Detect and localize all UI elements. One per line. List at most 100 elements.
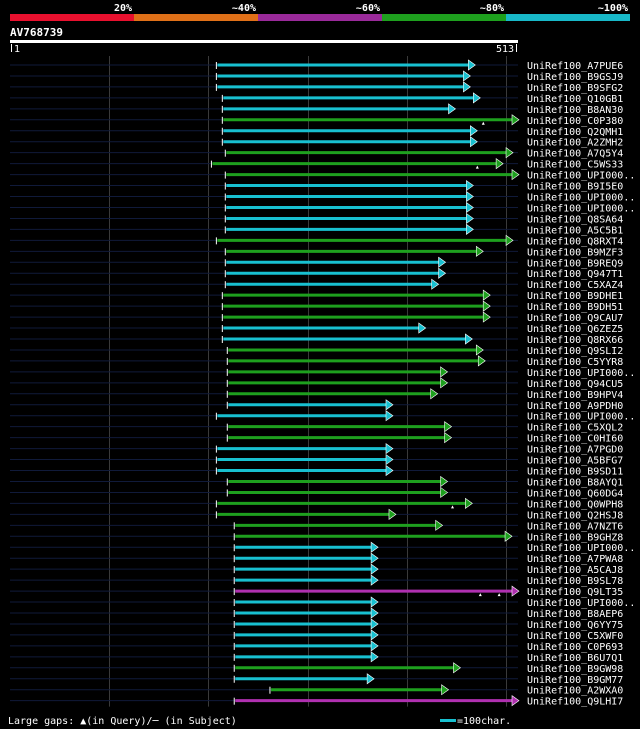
hit-label[interactable]: UniRef100_B9DH51: [527, 302, 623, 313]
hit-row[interactable]: UniRef100_Q94CU5: [10, 377, 623, 390]
hit-row[interactable]: UniRef100_A7PGD0: [10, 443, 623, 456]
hit-label[interactable]: UniRef100_A7PGD0: [527, 445, 623, 456]
hit-label[interactable]: UniRef100_B9GM77: [527, 675, 623, 686]
hit-label[interactable]: UniRef100_C5XWF0: [527, 631, 623, 642]
hit-row[interactable]: UniRef100_Q10GB1: [10, 92, 623, 105]
hit-row[interactable]: UniRef100_B8AN30: [10, 103, 623, 116]
hit-label[interactable]: UniRef100_UPI000..: [527, 193, 635, 204]
hit-label[interactable]: UniRef100_A2WXA0: [527, 686, 623, 697]
hit-row[interactable]: UniRef100_A7PWA8: [10, 552, 623, 565]
hit-row[interactable]: UniRef100_Q8RX66: [10, 333, 623, 346]
hit-row[interactable]: UniRef100_B9DH51: [10, 300, 623, 313]
hit-label[interactable]: UniRef100_Q9SLI2: [527, 346, 623, 357]
hit-row[interactable]: UniRef100_A7NZT6: [10, 519, 623, 532]
hit-row[interactable]: UniRef100_Q9LT35: [10, 585, 623, 598]
hit-row[interactable]: UniRef100_A5CAJ8: [10, 563, 623, 576]
hit-label[interactable]: UniRef100_A7PUE6: [527, 61, 623, 72]
hit-label[interactable]: UniRef100_A7PWA8: [527, 554, 623, 565]
hit-row[interactable]: UniRef100_B9SL78: [10, 574, 623, 587]
hit-label[interactable]: UniRef100_A5BFG7: [527, 456, 623, 467]
hit-row[interactable]: UniRef100_UPI000..: [10, 596, 635, 609]
hit-row[interactable]: UniRef100_UPI000..: [10, 366, 635, 379]
hit-row[interactable]: UniRef100_Q8SA64: [10, 212, 623, 225]
hit-row[interactable]: UniRef100_C5XQL2: [10, 421, 623, 434]
hit-label[interactable]: UniRef100_B9GHZ8: [527, 532, 623, 543]
hit-label[interactable]: UniRef100_B8AEP6: [527, 609, 623, 620]
hit-row[interactable]: UniRef100_B9GW98: [10, 662, 623, 675]
hit-row[interactable]: UniRef100_Q9CAU7: [10, 311, 623, 324]
hit-row[interactable]: UniRef100_C5WS33: [10, 158, 623, 171]
hit-label[interactable]: UniRef100_Q9LHI7: [527, 697, 623, 708]
hit-row[interactable]: UniRef100_UPI000..: [10, 190, 635, 204]
hit-label[interactable]: UniRef100_A2ZMH2: [527, 138, 623, 149]
hit-row[interactable]: UniRef100_A9PDH0: [10, 399, 623, 412]
hit-label[interactable]: UniRef100_Q8RXT4: [527, 236, 623, 247]
hit-row[interactable]: UniRef100_A7PUE6: [10, 59, 623, 72]
hit-row[interactable]: UniRef100_A7Q5Y4: [10, 147, 623, 160]
hit-label[interactable]: UniRef100_B9DHE1: [527, 291, 623, 302]
hit-row[interactable]: UniRef100_Q9SLI2: [10, 344, 623, 357]
hit-row[interactable]: UniRef100_B9REQ9: [10, 256, 623, 269]
hit-label[interactable]: UniRef100_Q2HSJ8: [527, 510, 623, 521]
hit-label[interactable]: UniRef100_UPI000..: [527, 203, 635, 214]
hit-row[interactable]: UniRef100_A2WXA0: [10, 684, 623, 697]
hit-row[interactable]: UniRef100_C5XWF0: [10, 629, 623, 642]
hit-label[interactable]: UniRef100_B8AYQ1: [527, 477, 623, 488]
hit-label[interactable]: UniRef100_C5XQL2: [527, 423, 623, 434]
hit-label[interactable]: UniRef100_B9SFG2: [527, 83, 623, 94]
hit-label[interactable]: UniRef100_Q6ZEZ5: [527, 324, 623, 335]
hit-row[interactable]: UniRef100_Q6ZEZ5: [10, 322, 623, 335]
hit-row[interactable]: UniRef100_B6U7Q1: [10, 651, 623, 664]
hit-label[interactable]: UniRef100_C0P380: [527, 116, 623, 127]
hit-label[interactable]: UniRef100_Q94CU5: [527, 379, 623, 390]
hit-label[interactable]: UniRef100_B9SD11: [527, 467, 623, 478]
hit-row[interactable]: UniRef100_B9GM77: [10, 673, 623, 686]
hit-row[interactable]: UniRef100_B9MZF3: [10, 245, 623, 258]
hit-label[interactable]: UniRef100_C5YYR8: [527, 357, 623, 368]
hit-row[interactable]: UniRef100_B8AYQ1: [10, 475, 623, 488]
hit-row[interactable]: UniRef100_UPI000..: [10, 201, 635, 214]
hit-row[interactable]: UniRef100_Q60DG4: [10, 486, 623, 499]
hit-label[interactable]: UniRef100_Q8SA64: [527, 214, 623, 225]
hit-label[interactable]: UniRef100_Q947T1: [527, 269, 623, 280]
hit-label[interactable]: UniRef100_Q2QMH1: [527, 127, 623, 138]
hit-row[interactable]: UniRef100_B9GSJ9: [10, 70, 623, 83]
hit-label[interactable]: UniRef100_B9REQ9: [527, 258, 623, 269]
hit-label[interactable]: UniRef100_A5CAJ8: [527, 565, 623, 576]
hit-label[interactable]: UniRef100_B9GW98: [527, 664, 623, 675]
hit-row[interactable]: UniRef100_C5YYR8: [10, 355, 623, 368]
hit-row[interactable]: UniRef100_UPI000..: [10, 169, 635, 182]
hit-row[interactable]: UniRef100_B9SD11: [10, 464, 623, 478]
hit-row[interactable]: UniRef100_UPI000..: [10, 410, 635, 423]
hit-row[interactable]: UniRef100_B9GHZ8: [10, 530, 623, 543]
hit-label[interactable]: UniRef100_Q9CAU7: [527, 313, 623, 324]
hit-row[interactable]: UniRef100_B9SFG2: [10, 81, 623, 94]
hit-label[interactable]: UniRef100_B9SL78: [527, 576, 623, 587]
hit-row[interactable]: UniRef100_A5BFG7: [10, 453, 623, 467]
hit-label[interactable]: UniRef100_B9HPV4: [527, 390, 623, 401]
hit-label[interactable]: UniRef100_UPI000..: [527, 412, 635, 423]
hit-row[interactable]: UniRef100_Q2HSJ8: [10, 508, 623, 521]
hit-label[interactable]: UniRef100_C5WS33: [527, 160, 623, 171]
hit-label[interactable]: UniRef100_C5XAZ4: [527, 280, 623, 291]
hit-row[interactable]: UniRef100_UPI000..: [10, 541, 635, 554]
hit-label[interactable]: UniRef100_UPI000..: [527, 543, 635, 554]
hit-row[interactable]: UniRef100_C5XAZ4: [10, 278, 623, 291]
hit-label[interactable]: UniRef100_A5C5B1: [527, 225, 623, 236]
hit-label[interactable]: UniRef100_B9I5E0: [527, 182, 623, 193]
hit-label[interactable]: UniRef100_Q6YY75: [527, 620, 623, 631]
hit-row[interactable]: UniRef100_C0P380: [10, 114, 623, 127]
hit-label[interactable]: UniRef100_B9MZF3: [527, 247, 623, 258]
hit-row[interactable]: UniRef100_B9DHE1: [10, 289, 623, 302]
hit-row[interactable]: UniRef100_B9HPV4: [10, 388, 623, 401]
hit-label[interactable]: UniRef100_A7NZT6: [527, 521, 623, 532]
hit-label[interactable]: UniRef100_Q8RX66: [527, 335, 623, 346]
hit-label[interactable]: UniRef100_A7Q5Y4: [527, 149, 623, 160]
hit-row[interactable]: UniRef100_Q2QMH1: [10, 125, 623, 138]
hit-label[interactable]: UniRef100_C0P693: [527, 642, 623, 653]
hit-row[interactable]: UniRef100_A5C5B1: [10, 223, 623, 236]
hit-row[interactable]: UniRef100_A2ZMH2: [10, 136, 623, 149]
hit-label[interactable]: UniRef100_Q9LT35: [527, 587, 623, 598]
hit-label[interactable]: UniRef100_UPI000..: [527, 598, 635, 609]
hit-row[interactable]: UniRef100_B8AEP6: [10, 607, 623, 620]
